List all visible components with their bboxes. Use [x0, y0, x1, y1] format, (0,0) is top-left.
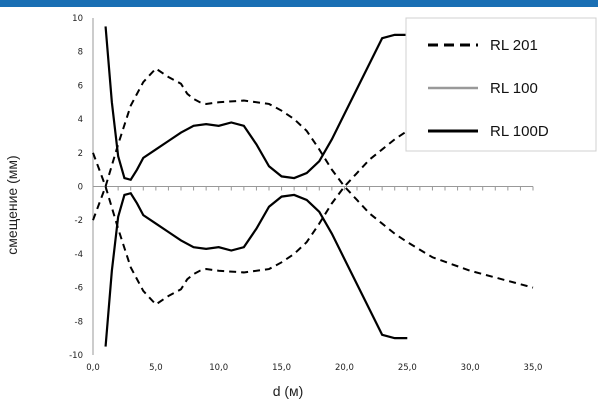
series-rl-100d-upper	[104, 26, 408, 182]
series-lines	[92, 26, 534, 347]
x-tick-label: 0,0	[86, 363, 100, 373]
y-tick-label: 2	[78, 149, 83, 159]
y-tick-label: 6	[78, 81, 83, 91]
x-tick-label: 20,0	[335, 363, 354, 373]
series-rl-201-upper	[92, 67, 534, 289]
series-rl-100d-lower	[104, 191, 408, 347]
legend-label-rl-201: RL 201	[490, 37, 538, 54]
y-tick-label: 4	[78, 115, 83, 125]
y-tick-label: -8	[75, 317, 83, 327]
top-accent-bar	[0, 0, 598, 7]
y-tick-label: 10	[72, 14, 83, 24]
legend-box	[405, 17, 597, 152]
axes	[92, 18, 534, 355]
x-tick-label: 30,0	[461, 363, 480, 373]
y-tick-label: 8	[78, 48, 83, 58]
legend-label-rl-100: RL 100	[490, 80, 538, 97]
y-tick-label: -10	[69, 351, 83, 361]
x-tick-label: 35,0	[524, 363, 543, 373]
x-tick-label: 10,0	[209, 363, 228, 373]
y-tick-label: -2	[75, 216, 83, 226]
y-tick-label: 0	[78, 183, 83, 193]
y-tick-label: -4	[75, 250, 83, 260]
legend: RL 201 RL 100 RL 100D	[405, 17, 597, 152]
x-axis-ticks: 0,0 5,0 10,0 15,0 20,0 25,0 30,0 35,0	[86, 363, 542, 373]
y-tick-label: -6	[75, 284, 83, 294]
x-tick-label: 15,0	[272, 363, 291, 373]
x-tick-label: 25,0	[398, 363, 417, 373]
series-rl-201-lower	[92, 84, 534, 306]
legend-label-rl-100d: RL 100D	[490, 123, 549, 140]
y-axis-ticks: 10 8 6 4 2 0 -2 -4 -6 -8 -10	[69, 14, 83, 361]
x-axis-title: d (м)	[273, 383, 304, 399]
y-axis-title: смещение (мм)	[4, 155, 20, 254]
x-tick-label: 5,0	[149, 363, 163, 373]
